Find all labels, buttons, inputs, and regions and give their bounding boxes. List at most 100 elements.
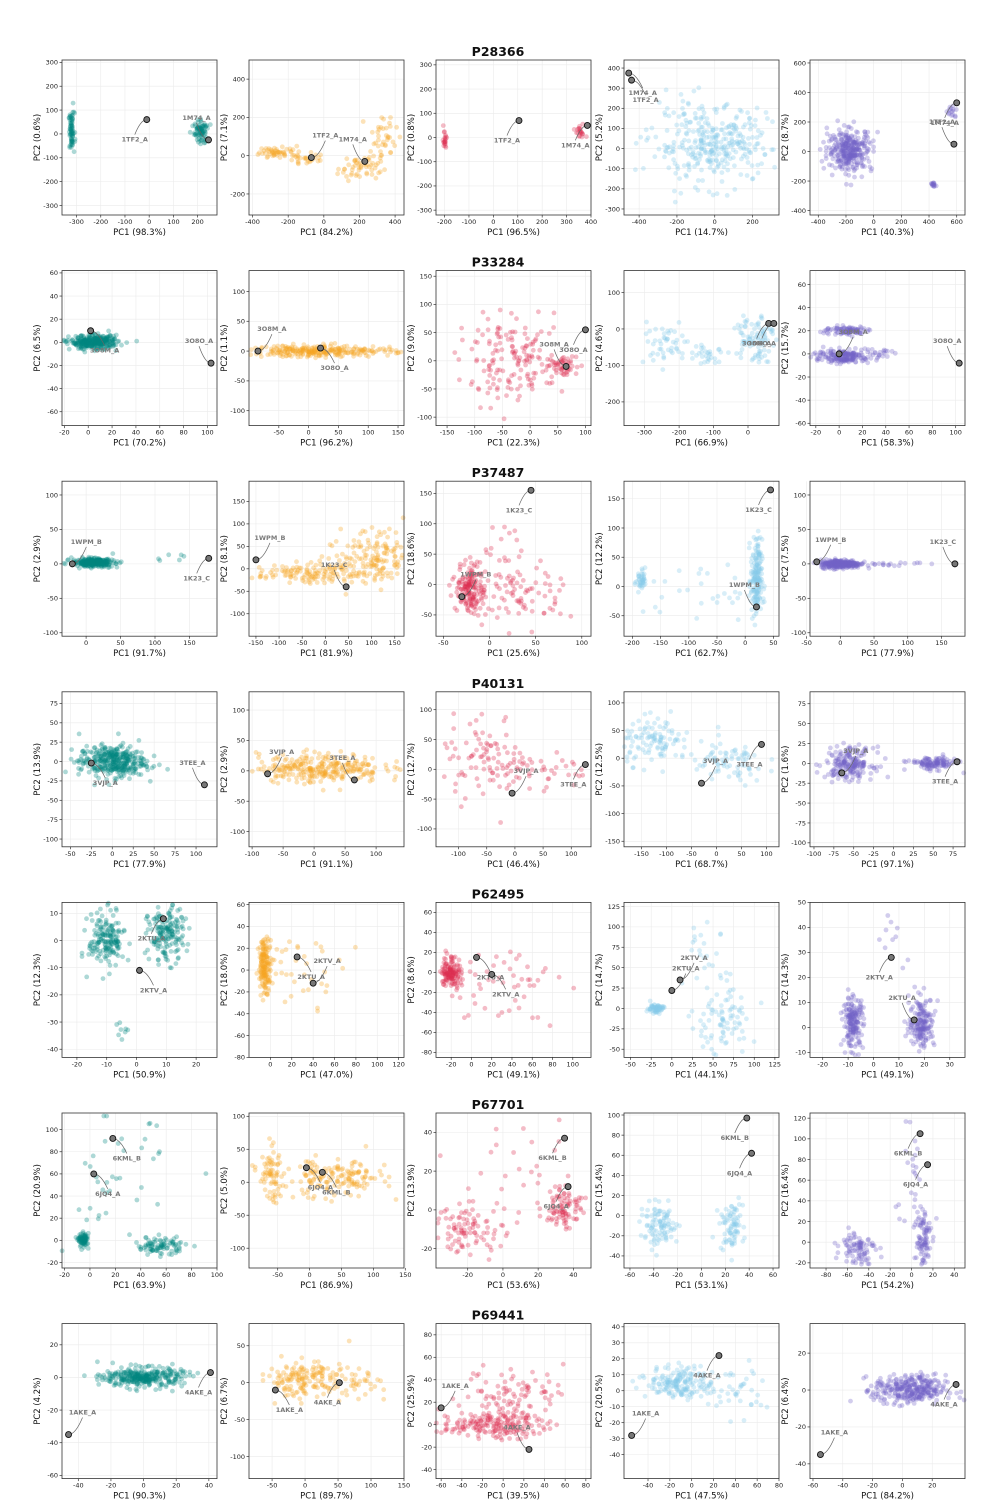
data-point (373, 175, 379, 181)
data-point (205, 125, 210, 131)
data-point (67, 133, 73, 138)
data-point (369, 129, 375, 135)
data-point (98, 742, 104, 748)
data-point (716, 347, 721, 352)
data-point (275, 149, 281, 155)
data-point (67, 124, 73, 129)
data-point (755, 543, 761, 549)
y-axis-label: PC2 (15.7%) (781, 322, 791, 375)
data-point (440, 137, 446, 143)
data-point (643, 127, 649, 133)
data-point (845, 124, 851, 130)
data-point (559, 370, 564, 376)
data-point (522, 331, 528, 337)
data-point (268, 777, 274, 783)
x-tick-label: -400 (632, 218, 647, 226)
data-point (749, 176, 755, 182)
x-tick-label: 100 (902, 639, 914, 647)
data-point (307, 572, 313, 578)
data-point (580, 131, 585, 137)
data-point (652, 338, 658, 343)
data-point (72, 110, 77, 116)
y-tick-label: 150 (608, 495, 620, 503)
y-axis-label: PC2 (6.5%) (33, 324, 43, 371)
data-point (469, 560, 474, 566)
data-point (662, 110, 668, 115)
y-tick-label: 400 (233, 75, 245, 83)
data-point (91, 755, 97, 760)
data-point (69, 113, 75, 118)
data-point (681, 111, 687, 116)
data-point (759, 537, 765, 542)
data-point (115, 751, 120, 757)
y-axis-label: PC2 (0.6%) (33, 114, 43, 161)
y-tick-label: 400 (608, 64, 620, 72)
data-point (772, 164, 777, 170)
data-point (274, 147, 279, 152)
data-point (685, 100, 691, 106)
data-point (270, 567, 275, 573)
annotation-marker (953, 99, 961, 107)
data-point (855, 130, 860, 135)
data-point (136, 738, 142, 743)
data-point (638, 134, 644, 140)
data-point (68, 136, 74, 142)
data-point (702, 359, 707, 365)
data-point (748, 571, 754, 576)
x-tick-label: 200 (746, 218, 758, 226)
data-point (702, 128, 707, 134)
data-point (390, 139, 396, 145)
data-point (356, 167, 362, 173)
data-point (323, 573, 328, 579)
data-point (87, 560, 93, 565)
data-point (676, 114, 682, 119)
data-point (320, 787, 326, 793)
x-tick-label: 100 (201, 429, 213, 437)
data-point (68, 117, 74, 122)
data-point (709, 151, 715, 157)
data-point (147, 778, 153, 784)
data-point (350, 349, 356, 355)
data-point (682, 137, 687, 143)
data-point (71, 109, 77, 115)
data-point (204, 123, 210, 128)
data-point (354, 171, 360, 177)
x-tick-label: 0 (713, 218, 717, 226)
data-point (497, 307, 503, 313)
annotation-marker (583, 121, 591, 129)
y-axis-label: PC2 (4.6%) (595, 324, 605, 371)
x-tick-label: 50 (344, 639, 352, 647)
data-point (670, 350, 675, 356)
data-point (478, 579, 483, 585)
x-tick-label: 100 (167, 218, 179, 226)
data-point (277, 149, 283, 155)
data-point (304, 156, 309, 161)
data-point (120, 740, 126, 746)
data-point (382, 349, 388, 354)
data-point (104, 557, 110, 562)
data-point (657, 338, 663, 344)
data-point (69, 137, 75, 143)
data-point (395, 350, 401, 356)
x-tick-label: 50 (554, 429, 562, 437)
data-point (547, 588, 553, 594)
y-tick-label: -50 (421, 611, 432, 619)
x-tick-label: 100 (576, 639, 588, 647)
data-point (367, 164, 372, 170)
data-point (747, 126, 753, 132)
data-point (130, 750, 136, 756)
data-point (318, 152, 323, 158)
data-point (375, 558, 381, 564)
data-point (738, 172, 744, 178)
data-point (685, 162, 691, 168)
data-point (362, 529, 368, 535)
data-point (108, 763, 113, 769)
data-point (750, 356, 756, 362)
data-point (678, 190, 684, 196)
data-point (497, 377, 502, 383)
data-point (480, 601, 486, 607)
data-point (202, 140, 207, 146)
data-point (854, 563, 859, 569)
data-point (270, 153, 275, 159)
data-point (70, 116, 75, 121)
